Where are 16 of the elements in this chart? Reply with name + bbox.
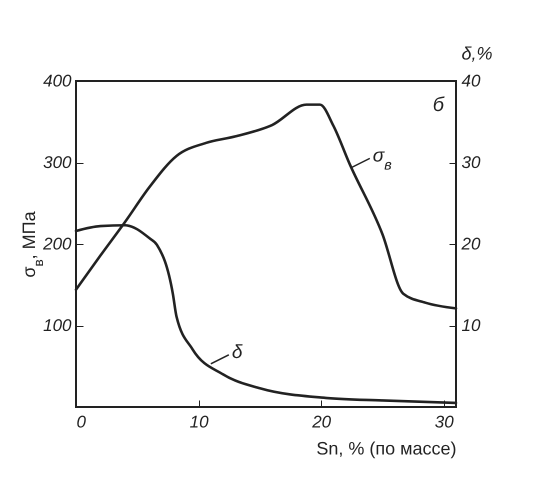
- annotation: σ$_{в}$: [372, 145, 392, 174]
- y2-tick-label: 20: [460, 234, 481, 254]
- annotation: б: [432, 94, 445, 116]
- y-tick-label: 300: [43, 153, 72, 172]
- x-tick-label: 30: [434, 412, 454, 432]
- x-tick-label: 0: [76, 412, 86, 432]
- x-axis-title: Sn, % (по массе): [316, 438, 456, 458]
- y2-tick-label: 40: [462, 72, 481, 90]
- y2-axis-title: δ,%: [461, 44, 492, 64]
- y2-tick-label: 10: [462, 316, 481, 335]
- x-tick-label: 20: [311, 412, 332, 432]
- y-tick-label: 100: [43, 316, 72, 335]
- y-tick-label: 400: [43, 72, 72, 90]
- annotation: δ: [232, 342, 243, 363]
- x-tick-label: 10: [190, 412, 210, 432]
- y2-tick-label: 30: [462, 153, 481, 172]
